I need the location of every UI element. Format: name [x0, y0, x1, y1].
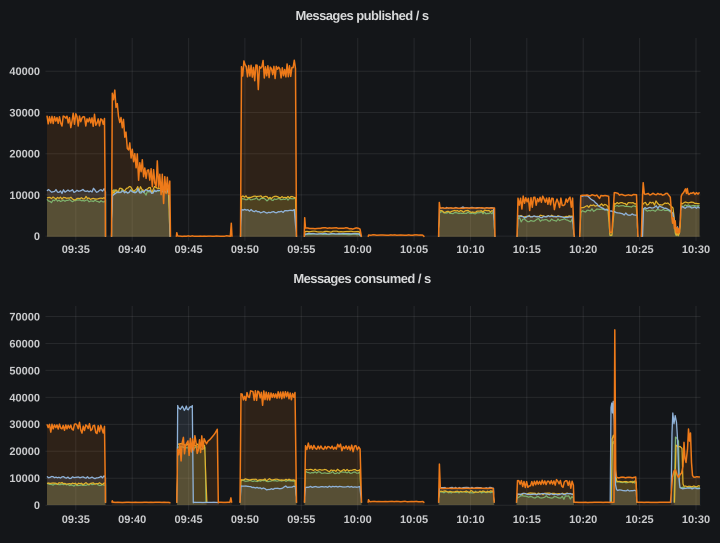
svg-text:10:20: 10:20: [569, 244, 597, 256]
svg-text:10:15: 10:15: [513, 244, 541, 256]
svg-text:10:10: 10:10: [456, 244, 484, 256]
svg-text:10:25: 10:25: [626, 244, 654, 256]
svg-text:09:55: 09:55: [287, 514, 315, 526]
svg-text:09:55: 09:55: [287, 244, 315, 256]
svg-text:10:15: 10:15: [513, 514, 541, 526]
svg-text:09:40: 09:40: [118, 244, 146, 256]
svg-text:09:35: 09:35: [62, 244, 90, 256]
svg-text:09:40: 09:40: [118, 514, 146, 526]
svg-text:10:30: 10:30: [682, 244, 710, 256]
svg-text:Messages consumed / s: Messages consumed / s: [293, 271, 431, 286]
svg-text:0: 0: [34, 500, 40, 512]
svg-text:20000: 20000: [9, 149, 40, 161]
svg-text:09:50: 09:50: [231, 514, 259, 526]
svg-text:10:25: 10:25: [626, 514, 654, 526]
svg-text:70000: 70000: [9, 311, 40, 323]
svg-text:30000: 30000: [9, 107, 40, 119]
svg-text:40000: 40000: [9, 66, 40, 78]
svg-text:20000: 20000: [9, 446, 40, 458]
svg-text:09:35: 09:35: [62, 514, 90, 526]
svg-text:10000: 10000: [9, 473, 40, 485]
svg-text:10:10: 10:10: [456, 514, 484, 526]
svg-text:10:05: 10:05: [400, 244, 428, 256]
svg-text:10:00: 10:00: [344, 244, 372, 256]
svg-text:09:50: 09:50: [231, 244, 259, 256]
svg-text:0: 0: [34, 231, 40, 243]
svg-text:60000: 60000: [9, 338, 40, 350]
svg-text:Messages published / s: Messages published / s: [295, 8, 428, 23]
svg-text:10:30: 10:30: [682, 514, 710, 526]
svg-text:40000: 40000: [9, 392, 40, 404]
svg-text:10:00: 10:00: [344, 514, 372, 526]
svg-text:50000: 50000: [9, 365, 40, 377]
svg-text:10:05: 10:05: [400, 514, 428, 526]
svg-text:09:45: 09:45: [175, 244, 203, 256]
svg-text:30000: 30000: [9, 419, 40, 431]
svg-text:09:45: 09:45: [175, 514, 203, 526]
svg-text:10000: 10000: [9, 190, 40, 202]
svg-text:10:20: 10:20: [569, 514, 597, 526]
